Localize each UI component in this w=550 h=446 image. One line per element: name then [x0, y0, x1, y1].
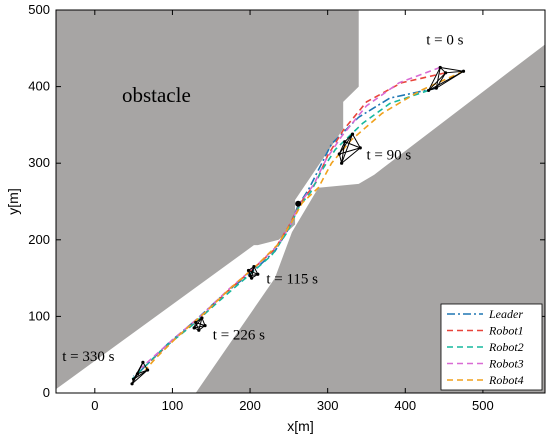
y-tick-label: 500	[28, 2, 50, 17]
series-line-robot3	[140, 66, 441, 369]
formation-node	[252, 265, 256, 269]
time-annotation: t = 226 s	[213, 327, 265, 343]
formation-edge	[435, 67, 441, 89]
formation-edge	[338, 133, 353, 155]
formation-edge	[440, 66, 464, 72]
time-annotation: t = 330 s	[62, 349, 114, 365]
y-tick-label: 200	[28, 232, 50, 247]
formation-edge	[445, 70, 464, 74]
time-annotation: t = 0 s	[426, 32, 463, 48]
formation-edge	[193, 317, 203, 329]
formation-edge	[194, 325, 206, 329]
formation-3	[192, 316, 207, 332]
series-line-robot4	[144, 70, 464, 371]
formation-node	[256, 272, 260, 276]
formation-edge	[341, 133, 353, 164]
waypoint-marker	[295, 200, 302, 207]
formation-node	[246, 268, 251, 273]
formation-node	[145, 368, 150, 372]
formation-node	[434, 86, 438, 90]
formation-edge	[131, 369, 148, 385]
formation-edge	[341, 147, 361, 164]
x-tick-label: 400	[394, 398, 416, 413]
formation-edge	[339, 147, 361, 155]
formation-node	[461, 69, 466, 73]
formation-node	[444, 71, 448, 75]
formation-node	[132, 377, 136, 381]
legend: Leader Robot1 Robot2 Robot3 Robot4	[440, 303, 543, 391]
x-tick-label: 200	[239, 398, 261, 413]
formation-node	[358, 146, 362, 150]
formation-0	[426, 65, 466, 93]
y-tick-label: 400	[28, 79, 50, 94]
formation-node	[203, 323, 207, 328]
formation-node	[337, 152, 341, 156]
upper-left-obstacle	[56, 10, 359, 390]
formation-node	[141, 360, 145, 364]
formation-node	[248, 274, 252, 278]
formation-node	[192, 326, 196, 330]
y-axis-label: y[m]	[5, 188, 21, 214]
formation-node	[350, 132, 355, 136]
formation-node	[194, 320, 198, 325]
x-tick-label: 0	[91, 398, 98, 413]
x-axis-label: x[m]	[287, 418, 313, 434]
legend-label-robot3: Robot3	[488, 357, 524, 371]
formation-edge	[428, 72, 447, 91]
formation-edge	[428, 70, 464, 91]
time-annotation: t = 115 s	[266, 271, 318, 287]
plot-frame	[55, 9, 546, 394]
x-tick-label: 500	[472, 398, 494, 413]
formation-edge	[428, 67, 441, 91]
legend-label-robot1: Robot1	[488, 324, 524, 338]
formation-node	[340, 161, 344, 165]
y-tick-label: 0	[43, 385, 50, 400]
formation-4	[130, 360, 150, 386]
formation-edge	[352, 133, 361, 149]
formation-edge	[251, 266, 255, 279]
formation-node	[250, 276, 254, 280]
formation-node	[197, 328, 201, 332]
obstacle-label: obstacle	[122, 83, 191, 107]
formation-node	[200, 316, 204, 320]
formation-node	[438, 65, 442, 70]
formation-2	[246, 265, 260, 280]
x-tick-label: 300	[317, 398, 339, 413]
formation-node	[343, 140, 347, 144]
formation-node	[130, 382, 134, 386]
legend-label-robot4: Robot4	[488, 373, 524, 387]
time-annotation: t = 90 s	[366, 147, 411, 163]
formation-node	[426, 88, 431, 93]
formation-1	[337, 132, 362, 165]
legend-label-leader: Leader	[488, 307, 523, 321]
x-tick-label: 100	[162, 398, 184, 413]
y-tick-label: 300	[28, 155, 50, 170]
y-tick-label: 100	[28, 308, 50, 323]
legend-label-robot2: Robot2	[488, 340, 524, 354]
formation-edge	[198, 317, 203, 331]
formation-node	[135, 372, 140, 376]
